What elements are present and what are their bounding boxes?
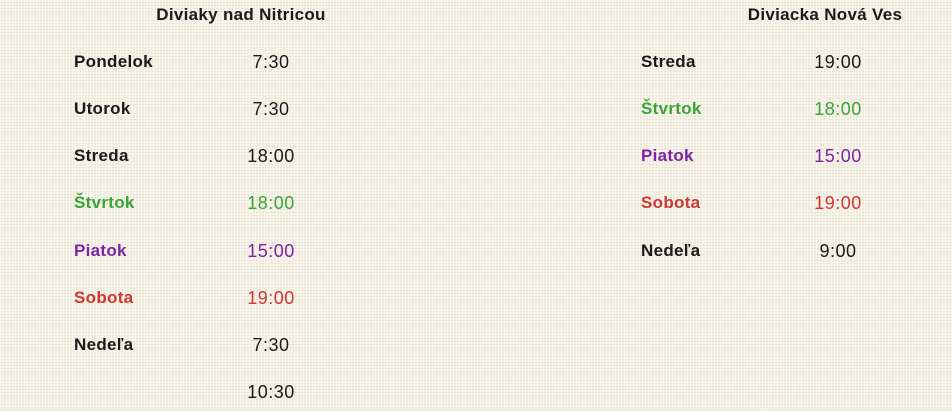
time-value: 7:30	[252, 52, 290, 72]
schedule-row: Nedeľa 9:00	[476, 237, 952, 265]
time-value: 19:00	[814, 193, 862, 213]
table-title: Diviacka Nová Ves	[747, 5, 903, 24]
time-value: 15:00	[814, 146, 862, 166]
schedule-row: Streda 19:00	[476, 48, 952, 76]
day-label: Štvrtok	[74, 193, 135, 212]
schedule-row: Streda 18:00	[0, 142, 476, 170]
schedule-row: Sobota 19:00	[476, 189, 952, 217]
day-label: Utorok	[74, 99, 131, 118]
day-label: Nedeľa	[641, 241, 701, 260]
time-value: 10:30	[247, 382, 295, 402]
time-value: 18:00	[247, 193, 295, 213]
schedule-row: Nedeľa 7:30	[0, 331, 476, 359]
time-value: 19:00	[814, 52, 862, 72]
time-value: 7:30	[252, 99, 290, 119]
day-label: Piatok	[641, 146, 694, 165]
schedule-row: Piatok 15:00	[0, 237, 476, 265]
schedule-row: Utorok 7:30	[0, 95, 476, 123]
time-value: 18:00	[247, 146, 295, 166]
schedule-row: Sobota 19:00	[0, 284, 476, 312]
schedule-row: Štvrtok 18:00	[0, 189, 476, 217]
time-value: 9:00	[819, 241, 857, 261]
schedule-row: Piatok 15:00	[476, 142, 952, 170]
day-label: Nedeľa	[74, 335, 134, 354]
schedule-table-diviaky-nad-nitricou: Diviaky nad Nitricou Pondelok 7:30 Utoro…	[0, 5, 476, 406]
time-value: 7:30	[252, 335, 290, 355]
day-label: Streda	[641, 52, 696, 71]
schedule-row: Pondelok 7:30	[0, 48, 476, 76]
schedule-row: Štvrtok 18:00	[476, 95, 952, 123]
schedule-row: 10:30	[0, 378, 476, 406]
day-label: Streda	[74, 146, 129, 165]
time-value: 18:00	[814, 99, 862, 119]
schedule-table-diviacka-nova-ves: Diviacka Nová Ves Streda 19:00 Štvrtok 1…	[476, 0, 952, 411]
day-label: Sobota	[74, 288, 134, 307]
day-label: Štvrtok	[641, 99, 702, 118]
day-label: Sobota	[641, 193, 701, 212]
time-value: 19:00	[247, 288, 295, 308]
day-label: Pondelok	[74, 52, 153, 71]
day-label: Piatok	[74, 241, 127, 260]
time-value: 15:00	[247, 241, 295, 261]
table-title: Diviaky nad Nitricou	[156, 5, 326, 24]
